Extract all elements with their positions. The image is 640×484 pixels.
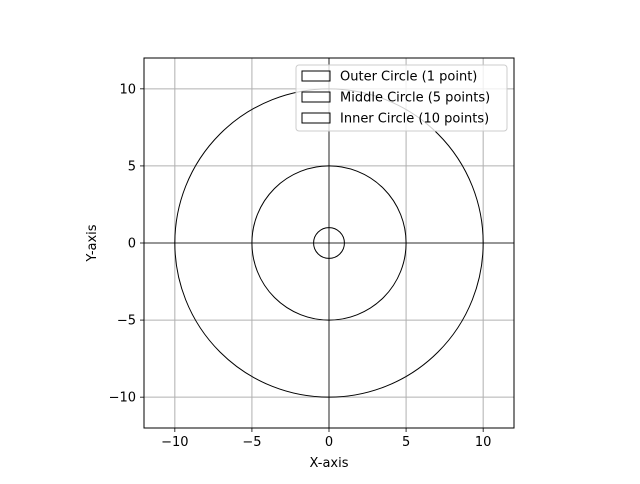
y-axis-label: Y-axis xyxy=(85,224,100,262)
legend-box xyxy=(295,64,508,132)
middle-circle xyxy=(251,165,407,321)
legend-swatch xyxy=(301,112,331,124)
legend: Outer Circle (1 point) Middle Circle (5 p… xyxy=(295,64,508,132)
x-tick-label: 0 xyxy=(325,435,333,450)
ticks-layer: −10 −5 0 5 10 −10 −5 0 5 10 xyxy=(109,82,492,450)
legend-swatch xyxy=(301,70,331,82)
legend-label: Middle Circle (5 points) xyxy=(340,91,490,106)
y-tick-label: −10 xyxy=(109,391,136,406)
inner-circle xyxy=(313,227,345,259)
y-tick-label: 5 xyxy=(128,159,136,174)
x-tick-label: 5 xyxy=(402,435,410,450)
x-tick-label: −10 xyxy=(161,435,188,450)
y-tick-label: 10 xyxy=(119,82,136,97)
legend-swatch xyxy=(301,91,331,103)
legend-label: Inner Circle (10 points) xyxy=(340,112,489,127)
y-tick-label: 0 xyxy=(128,237,136,252)
y-tick-label: −5 xyxy=(117,314,136,329)
x-tick-label: 10 xyxy=(475,435,492,450)
x-tick-label: −5 xyxy=(242,435,261,450)
x-axis-label: X-axis xyxy=(310,456,349,471)
legend-label: Outer Circle (1 point) xyxy=(340,70,477,85)
